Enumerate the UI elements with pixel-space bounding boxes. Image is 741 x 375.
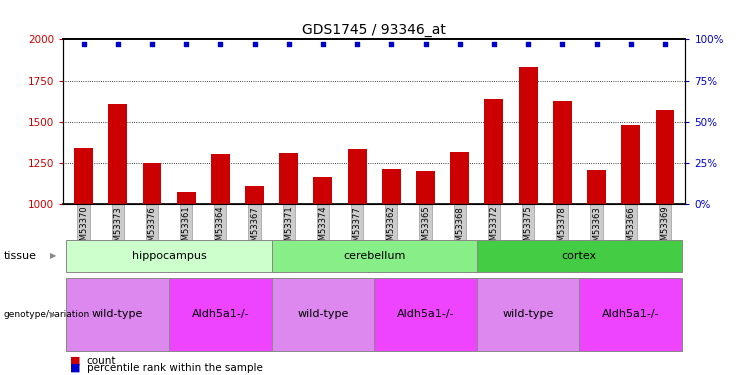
Point [180,41,192,47]
Point [112,41,124,47]
Bar [74,148,93,204]
Bar [451,152,469,204]
Bar [176,192,196,204]
Title: GDS1745 / 93346_at: GDS1745 / 93346_at [302,23,446,37]
Point [522,41,534,47]
Text: ▶: ▶ [50,310,56,319]
Bar [108,104,127,204]
Text: cerebellum: cerebellum [343,251,405,261]
Bar [279,153,298,204]
Text: genotype/variation: genotype/variation [4,310,90,319]
Point [659,41,671,47]
Point [351,41,363,47]
Text: count: count [87,356,116,366]
Text: wild-type: wild-type [92,309,144,319]
Text: cortex: cortex [562,251,597,261]
Point [146,41,158,47]
Text: ■: ■ [70,363,81,373]
Bar [211,154,230,204]
Bar [313,177,332,204]
Text: percentile rank within the sample: percentile rank within the sample [87,363,262,373]
Point [488,41,500,47]
Point [317,41,329,47]
Point [419,41,431,47]
Text: wild-type: wild-type [297,309,348,319]
Text: hippocampus: hippocampus [132,251,207,261]
Bar [142,163,162,204]
Text: ▶: ▶ [50,251,56,260]
Point [453,41,465,47]
Point [625,41,637,47]
Bar [245,186,264,204]
Point [248,41,260,47]
Point [385,41,397,47]
Point [283,41,295,47]
Text: tissue: tissue [4,251,37,261]
Text: Aldh5a1-/-: Aldh5a1-/- [191,309,249,319]
Point [591,41,602,47]
Bar [416,171,435,204]
Bar [553,101,572,204]
Text: wild-type: wild-type [502,309,554,319]
Point [78,41,90,47]
Bar [348,149,367,204]
Text: Aldh5a1-/-: Aldh5a1-/- [602,309,659,319]
Bar [485,99,503,204]
Bar [382,169,401,204]
Bar [519,68,537,204]
Text: Aldh5a1-/-: Aldh5a1-/- [396,309,454,319]
Point [556,41,568,47]
Bar [656,110,674,204]
Point [214,41,226,47]
Bar [587,170,606,204]
Text: ■: ■ [70,356,81,366]
Bar [621,125,640,204]
